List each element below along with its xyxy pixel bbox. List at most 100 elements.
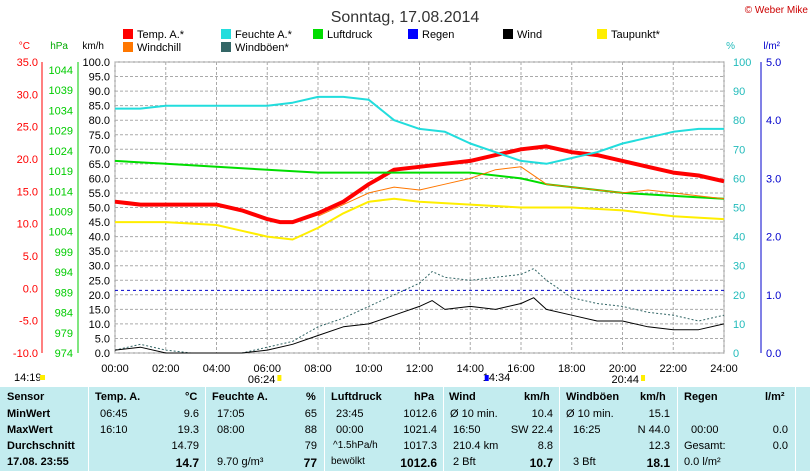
rain-tick: 5.0 [766,57,781,69]
cell: 1017.3 [403,440,437,452]
temp-tick: -10.0 [13,348,38,360]
x-tick: 06:00 [253,363,281,375]
header-wind: Wind [449,391,476,403]
pressure-tick: 984 [55,308,73,320]
rain-tick: 2.0 [766,232,781,244]
marker-dot [484,375,489,381]
x-tick: 18:00 [558,363,586,375]
cell: Ø 10 min. [566,408,614,420]
cell: 79 [304,440,317,452]
weather-chart: Sonntag, 17.08.2014 © Weber Mike Temp. A… [13,5,809,386]
cell: 210.4 km [453,440,499,452]
wind-tick: 75.0 [89,130,110,142]
pressure-tick: 1024 [49,146,73,158]
cell: 00:00 [691,424,719,436]
humidity-tick: 20 [733,290,745,302]
pressure-tick: 999 [55,247,73,259]
chart-legend: Temp. A.* Feuchte A.* Luftdruck Regen Wind Ta… [123,29,661,54]
cell: 14.79 [171,440,199,452]
row-label: MinWert [7,408,51,420]
cell: 17:05 [217,408,245,420]
cell: 10.4 [531,408,553,420]
pressure-tick: 974 [55,348,73,360]
wind-tick: 15.0 [89,304,110,316]
humidity-tick: 30 [733,261,745,273]
header-pressure-unit: hPa [414,391,435,403]
legend-label: Feuchte A.* [235,29,293,41]
marker-dot [277,375,282,381]
pressure-tick: 1039 [49,85,73,97]
cell: 8.8 [537,440,553,452]
legend-swatch [123,42,133,52]
series-line [317,166,725,217]
legend-swatch [221,29,231,39]
cell: 12.3 [648,440,670,452]
humidity-tick: 80 [733,115,745,127]
temp-tick: 20.0 [17,154,38,166]
chart-title: Sonntag, 17.08.2014 [331,9,480,26]
legend-label: Windböen* [235,42,290,54]
wind-tick: 90.0 [89,86,110,98]
x-tick: 00:00 [101,363,129,375]
humidity-tick: 50 [733,203,745,215]
stats-table: Sensor Temp. A. °C Feuchte A. % Luftdruc… [0,387,810,471]
temp-tick: 0.0 [23,283,38,295]
cell: 14.7 [175,456,199,470]
wind-tick: 55.0 [89,188,110,200]
humidity-tick: 0 [733,348,739,360]
cell: 00:00 [336,424,364,436]
temp-tick: -5.0 [19,316,38,328]
series-line [114,268,725,354]
wind-tick: 30.0 [89,261,110,273]
wind-tick: 20.0 [89,290,110,302]
wind-tick: 95.0 [89,72,110,84]
humidity-unit: % [726,41,735,52]
cell: 1021.4 [403,424,437,436]
row-label: Durchschnitt [7,440,75,452]
header-pressure: Luftdruck [331,391,382,403]
wind-tick: 80.0 [89,115,110,127]
series-line [115,197,725,241]
rain-tick: 0.0 [766,348,781,360]
stats-header-row: Sensor Temp. A. °C Feuchte A. % Luftdruc… [0,391,810,405]
rain-tick: 1.0 [766,290,781,302]
legend-swatch [503,29,513,39]
wind-tick: 10.0 [89,319,110,331]
cell: 16:10 [100,424,128,436]
legend-label: Wind [517,29,542,41]
header-rain-unit: l/m² [765,391,785,403]
legend-label: Regen [422,29,454,41]
pressure-tick: 1009 [49,207,73,219]
marker-label: 14:19 [14,372,42,384]
wind-tick: 60.0 [89,173,110,185]
series-line [114,297,725,354]
rain-tick: 4.0 [766,115,781,127]
wind-tick: 25.0 [89,275,110,287]
legend-label: Windchill [137,42,181,54]
cell: 18.1 [646,456,670,470]
temp-tick: 5.0 [23,251,38,263]
cell: ^1.5hPa/h [333,440,378,451]
series-line [114,144,725,225]
pressure-tick: 1014 [49,186,73,198]
header-rain: Regen [684,391,718,403]
wind-tick: 35.0 [89,246,110,258]
cell: 0.0 l/m² [684,456,721,468]
wind-tick: 65.0 [89,159,110,171]
marker-dot [641,375,646,381]
x-tick: 10:00 [355,363,383,375]
x-tick: 20:00 [609,363,637,375]
legend-label: Luftdruck [327,29,373,41]
stats-row-current: 17.08. 23:55 14.7 9.70 g/m³ 77 bewölkt 1… [0,456,810,470]
chart-series [114,95,725,354]
cell: N 44.0 [637,424,670,436]
cell: bewölkt [331,456,365,467]
cell: 1012.6 [400,456,437,470]
humidity-tick: 60 [733,173,745,185]
x-tick: 12:00 [406,363,434,375]
x-tick: 22:00 [659,363,687,375]
header-temp-unit: °C [185,391,198,403]
cell: 0.0 [772,440,788,452]
wind-tick: 5.0 [95,333,110,345]
cell: 06:45 [100,408,128,420]
